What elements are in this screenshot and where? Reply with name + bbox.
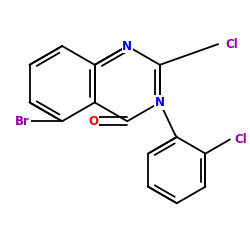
Text: Br: Br [15,115,30,128]
Text: Cl: Cl [225,38,238,51]
Text: N: N [122,40,132,52]
Text: Cl: Cl [234,133,247,146]
Text: O: O [88,115,99,128]
Text: N: N [155,96,165,109]
